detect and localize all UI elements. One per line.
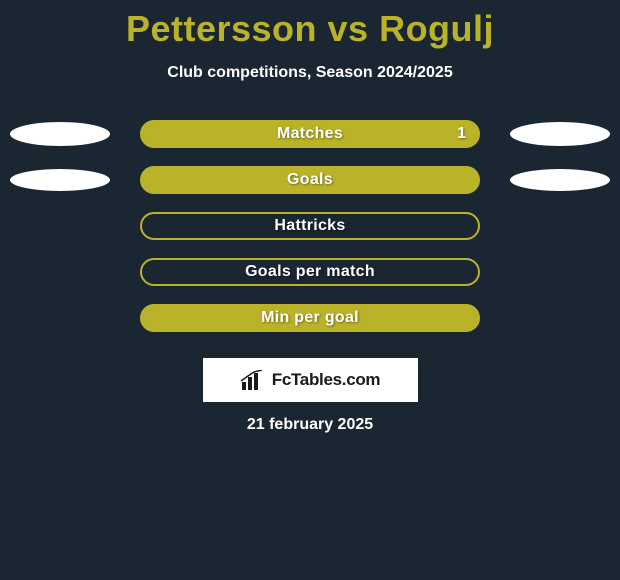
- stat-label: Goals: [287, 171, 333, 189]
- left-value-ellipse: [10, 122, 110, 146]
- stat-row: Matches 1: [0, 120, 620, 148]
- page-title: Pettersson vs Rogulj: [126, 8, 494, 50]
- stat-label: Matches: [277, 125, 343, 143]
- stat-label: Hattricks: [274, 217, 345, 235]
- stat-label: Goals per match: [245, 263, 375, 281]
- stat-pill-matches: Matches 1: [140, 120, 480, 148]
- right-value-ellipse: [510, 169, 610, 191]
- stat-row: Goals: [0, 166, 620, 194]
- stat-pill-hattricks: Hattricks: [140, 212, 480, 240]
- source-badge[interactable]: FcTables.com: [203, 358, 418, 402]
- stat-label: Min per goal: [261, 309, 359, 327]
- stat-value-right: 1: [457, 125, 466, 143]
- badge-text: FcTables.com: [272, 370, 381, 390]
- stat-pill-goals-per-match: Goals per match: [140, 258, 480, 286]
- date-label: 21 february 2025: [247, 416, 373, 434]
- stat-pill-min-per-goal: Min per goal: [140, 304, 480, 332]
- stat-row: Goals per match: [0, 258, 620, 286]
- comparison-widget: Pettersson vs Rogulj Club competitions, …: [0, 0, 620, 434]
- right-value-ellipse: [510, 122, 610, 146]
- bar-chart-icon: [240, 370, 266, 390]
- stat-pill-goals: Goals: [140, 166, 480, 194]
- left-value-ellipse: [10, 169, 110, 191]
- subtitle: Club competitions, Season 2024/2025: [167, 64, 452, 82]
- stat-row: Hattricks: [0, 212, 620, 240]
- badge-content: FcTables.com: [240, 370, 381, 390]
- stat-row: Min per goal: [0, 304, 620, 332]
